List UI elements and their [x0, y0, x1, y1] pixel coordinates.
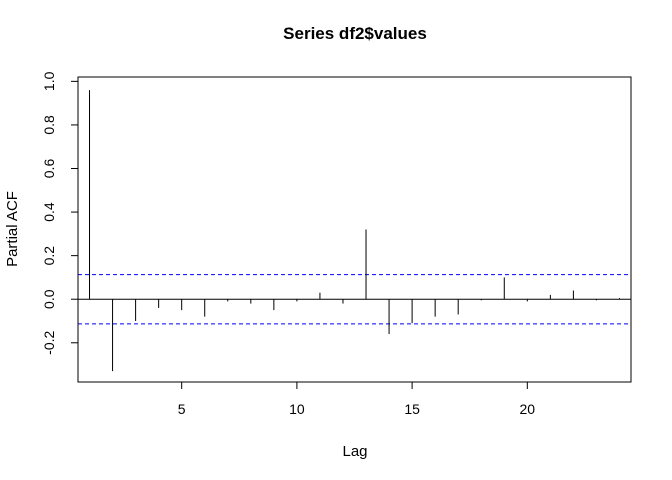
- x-tick-label-5: 5: [178, 401, 186, 417]
- y-tick-label-0.4: 0.4: [41, 202, 57, 222]
- plot-frame: [77, 76, 632, 383]
- pacf-spikes: [78, 90, 631, 372]
- y-tick-label-0.8: 0.8: [41, 115, 57, 135]
- x-tick-label-10: 10: [289, 401, 305, 417]
- axes: 5 10 15 20 -0.2 0.0 0.2 0.4 0.6 0.8 1.0: [41, 71, 535, 417]
- chart-title: Series df2$values: [283, 24, 427, 43]
- x-axis-label: Lag: [342, 443, 367, 460]
- y-tick-label--0.2: -0.2: [41, 331, 57, 355]
- y-tick-label-1.0: 1.0: [41, 71, 57, 91]
- y-tick-label-0.0: 0.0: [41, 289, 57, 309]
- y-axis-label: Partial ACF: [4, 191, 21, 267]
- x-tick-label-15: 15: [404, 401, 420, 417]
- x-tick-label-20: 20: [520, 401, 536, 417]
- y-tick-label-0.6: 0.6: [41, 159, 57, 179]
- y-tick-label-0.2: 0.2: [41, 246, 57, 266]
